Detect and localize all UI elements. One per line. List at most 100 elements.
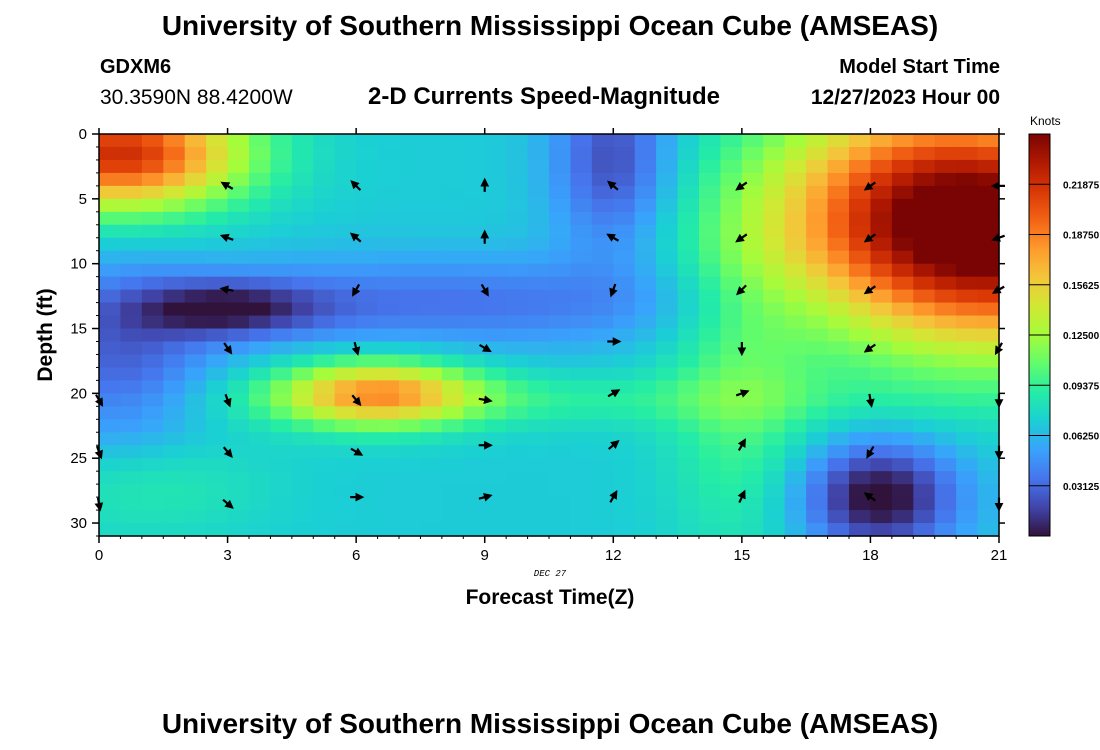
heatmap-cell xyxy=(699,198,722,213)
heatmap-cell xyxy=(934,380,957,394)
heatmap-cell xyxy=(527,393,550,407)
heatmap-cell xyxy=(720,198,743,213)
heatmap-cell xyxy=(334,419,357,433)
heatmap-cell xyxy=(827,237,850,252)
heatmap-cell xyxy=(806,237,829,252)
heatmap-cell xyxy=(399,471,422,485)
heatmap-cell xyxy=(441,484,464,498)
heatmap-cell xyxy=(934,393,957,407)
heatmap-cell xyxy=(356,159,379,174)
heatmap-cell xyxy=(570,134,593,148)
heatmap-cell xyxy=(399,380,422,394)
heatmap-cell xyxy=(227,367,250,381)
heatmap-cell xyxy=(99,315,122,330)
heatmap-cell xyxy=(441,302,464,317)
colorbar-tick-label: 0.18750 xyxy=(1063,231,1100,242)
heatmap-cell xyxy=(591,367,614,381)
heatmap-cell xyxy=(441,523,464,537)
heatmap-cell xyxy=(827,523,850,537)
heatmap-cell xyxy=(270,237,293,252)
heatmap-cell xyxy=(934,211,957,226)
heatmap-cell xyxy=(441,159,464,174)
heatmap-cell xyxy=(699,432,722,446)
heatmap-cell xyxy=(956,523,979,537)
heatmap-cell xyxy=(913,445,936,459)
heatmap-cell xyxy=(591,185,614,200)
heatmap-cell xyxy=(163,406,186,420)
heatmap-cell xyxy=(334,237,357,252)
heatmap-cell xyxy=(527,250,550,265)
heatmap-cell xyxy=(291,328,314,343)
heatmap-cell xyxy=(870,237,893,252)
heatmap-cell xyxy=(720,172,743,187)
heatmap-cell xyxy=(634,185,657,200)
heatmap-cell xyxy=(120,458,143,472)
heatmap-cell xyxy=(977,510,1000,524)
heatmap-cell xyxy=(420,237,443,252)
heatmap-cell xyxy=(870,510,893,524)
heatmap-cell xyxy=(549,263,572,278)
heatmap-cell xyxy=(784,471,807,485)
heatmap-cell xyxy=(334,406,357,420)
heatmap-cell xyxy=(463,393,486,407)
heatmap-cell xyxy=(120,172,143,187)
heatmap-cell xyxy=(249,432,272,446)
heatmap-cell xyxy=(313,237,336,252)
heatmap-cell xyxy=(163,367,186,381)
heatmap-cell xyxy=(977,263,1000,278)
heatmap-cell xyxy=(270,432,293,446)
heatmap-cell xyxy=(399,146,422,161)
heatmap-cell xyxy=(720,302,743,317)
heatmap-cell xyxy=(291,276,314,291)
heatmap-cell xyxy=(870,484,893,498)
heatmap-cell xyxy=(956,341,979,356)
heatmap-cell xyxy=(441,406,464,420)
heatmap-cell xyxy=(270,172,293,187)
heatmap-cell xyxy=(677,445,700,459)
heatmap-cell xyxy=(720,134,743,148)
heatmap-cell xyxy=(291,445,314,459)
heatmap-cell xyxy=(913,134,936,148)
heatmap-cell xyxy=(120,134,143,148)
heatmap-cell xyxy=(784,315,807,330)
heatmap-cell xyxy=(420,523,443,537)
heatmap-cell xyxy=(870,276,893,291)
heatmap-cell xyxy=(956,211,979,226)
colorbar-units: Knots xyxy=(1030,114,1061,128)
heatmap-cell xyxy=(977,198,1000,213)
heatmap-cell xyxy=(420,458,443,472)
heatmap-cell xyxy=(163,328,186,343)
heatmap-cell xyxy=(827,367,850,381)
heatmap-cell xyxy=(141,432,164,446)
heatmap-cell xyxy=(591,523,614,537)
heatmap-cell xyxy=(527,185,550,200)
heatmap-cell xyxy=(570,263,593,278)
heatmap-cell xyxy=(913,146,936,161)
heatmap-cell xyxy=(291,134,314,148)
heatmap-cell xyxy=(656,159,679,174)
heatmap-cell xyxy=(891,458,914,472)
heatmap-cell xyxy=(570,198,593,213)
heatmap-cell xyxy=(99,341,122,356)
y-axis-label: Depth (ft) xyxy=(34,288,57,381)
heatmap-cell xyxy=(656,315,679,330)
heatmap-cell xyxy=(806,198,829,213)
heatmap-cell xyxy=(956,354,979,369)
heatmap-cell xyxy=(356,315,379,330)
heatmap-cell xyxy=(184,445,207,459)
heatmap-cell xyxy=(399,497,422,511)
heatmap-cell xyxy=(634,484,657,498)
heatmap-cell xyxy=(484,224,507,239)
heatmap-cell xyxy=(677,146,700,161)
heatmap-cell xyxy=(741,406,764,420)
heatmap-cell xyxy=(634,523,657,537)
heatmap-cell xyxy=(399,354,422,369)
heatmap-cell xyxy=(891,341,914,356)
heatmap-cell xyxy=(313,328,336,343)
heatmap-cell xyxy=(741,134,764,148)
heatmap-cell xyxy=(806,393,829,407)
x-tick-label: 15 xyxy=(734,547,751,564)
heatmap-cell xyxy=(613,250,636,265)
heatmap-cell xyxy=(249,328,272,343)
heatmap-cell xyxy=(420,445,443,459)
